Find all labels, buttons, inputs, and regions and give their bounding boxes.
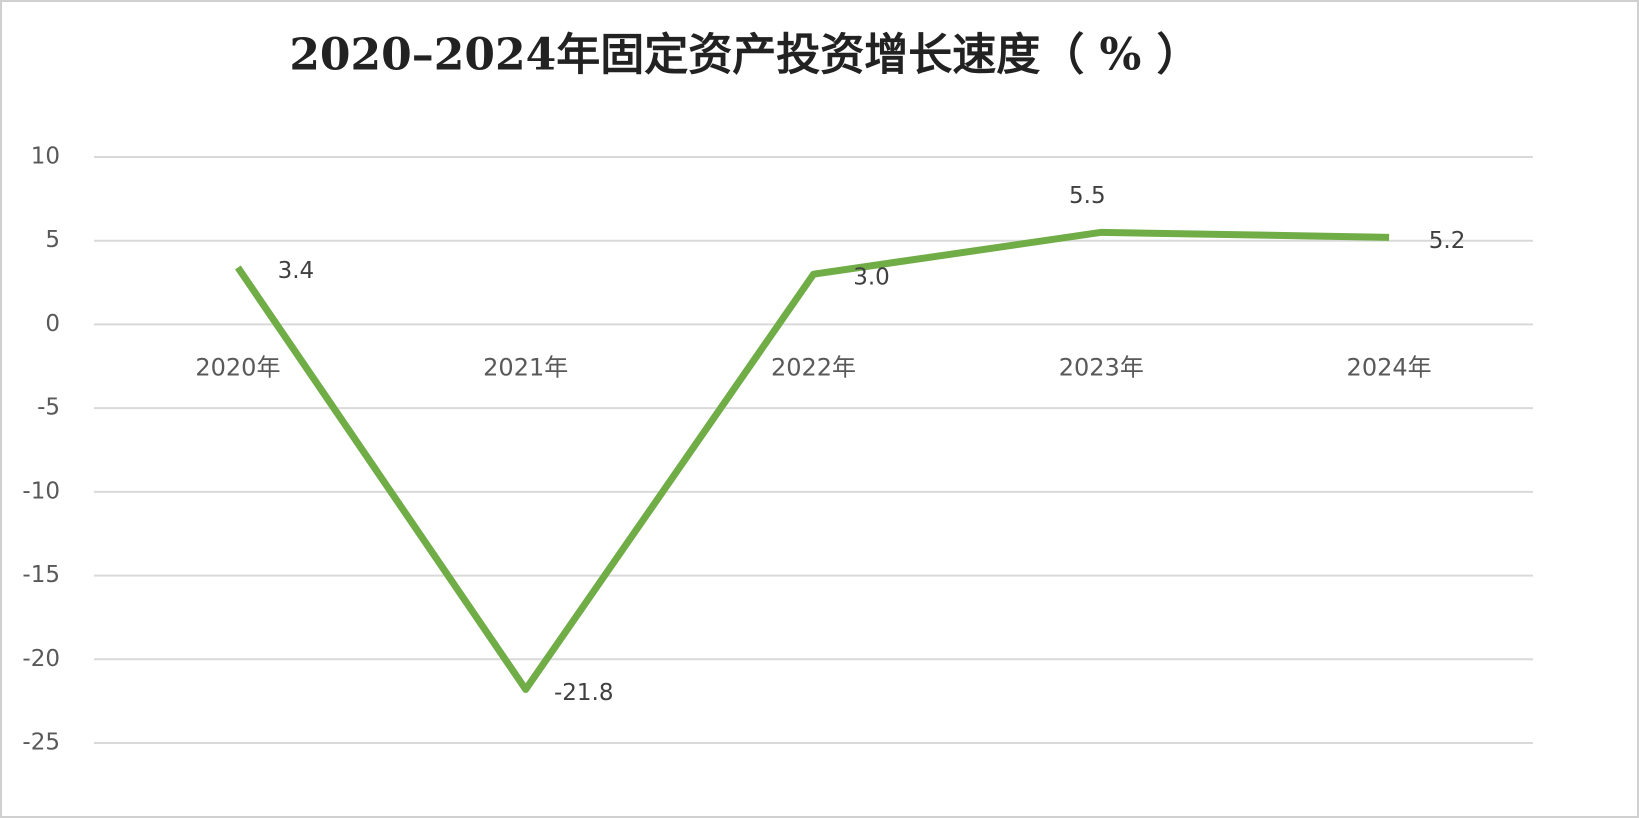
- y-tick-label: -10: [22, 478, 60, 504]
- data-label: 5.5: [1069, 183, 1106, 209]
- y-tick-label: -20: [22, 646, 60, 672]
- x-tick-label: 2024年: [1347, 353, 1432, 381]
- x-tick-label: 2020年: [195, 353, 280, 381]
- x-tick-label: 2023年: [1059, 353, 1144, 381]
- y-tick-label: 0: [45, 311, 60, 337]
- data-label: 3.0: [853, 265, 890, 291]
- data-label: 3.4: [278, 258, 315, 284]
- y-tick-label: -5: [37, 395, 60, 421]
- chart-title: 2020–2024年固定资产投资增长速度（ % ）: [289, 30, 1200, 81]
- data-label: 5.2: [1429, 228, 1466, 254]
- data-label: -21.8: [554, 680, 614, 706]
- x-tick-label: 2022年: [771, 353, 856, 381]
- y-tick-label: -15: [22, 562, 60, 588]
- x-tick-label: 2021年: [483, 353, 568, 381]
- y-tick-label: 5: [45, 227, 60, 253]
- data-line: [235, 228, 1390, 693]
- y-tick-label: 10: [31, 144, 60, 170]
- y-tick-label: -25: [22, 730, 60, 756]
